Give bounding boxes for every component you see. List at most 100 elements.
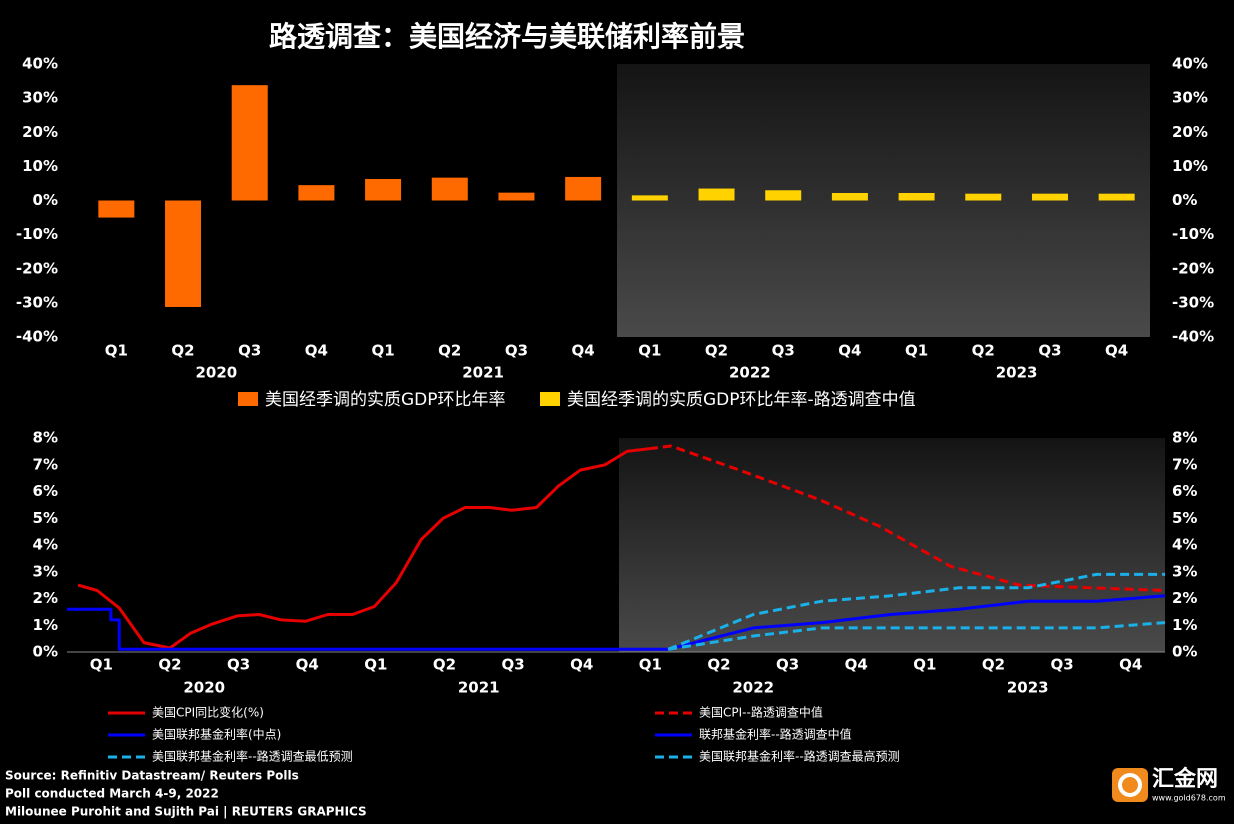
bar (431, 177, 468, 201)
bar (365, 179, 402, 201)
bar (1031, 193, 1068, 201)
chart-title: 路透调查：美国经济与美联储利率前景 (269, 20, 745, 53)
x-tick-label: Q1 (639, 656, 662, 674)
line-series (67, 607, 669, 651)
y-tick-label: 1% (33, 616, 58, 634)
bar (898, 192, 935, 201)
y-tick-label: 0% (33, 191, 58, 209)
y-tick-label: 6% (33, 482, 58, 500)
x-tick-label: Q3 (772, 342, 795, 360)
x-tick-label: Q2 (171, 342, 194, 360)
bar (698, 188, 735, 201)
y2-tick-label: 0% (1172, 643, 1197, 661)
line-series (648, 444, 1166, 592)
y2-tick-label: -10% (1172, 225, 1214, 243)
y2-tick-label: 3% (1172, 562, 1197, 580)
x-group-label: 2021 (462, 364, 504, 382)
y2-tick-label: 40% (1172, 55, 1208, 73)
y2-tick-label: -20% (1172, 259, 1214, 277)
x-group-label: 2022 (729, 364, 771, 382)
line-series (667, 621, 1166, 651)
logo-url: www.gold678.com (1152, 794, 1226, 803)
y2-tick-label: 2% (1172, 589, 1197, 607)
x-tick-label: Q4 (572, 342, 595, 360)
bar (765, 190, 802, 201)
bar (98, 200, 135, 218)
bar (831, 192, 868, 201)
y2-tick-label: 30% (1172, 89, 1208, 107)
line-series (77, 447, 650, 650)
y2-tick-label: 0% (1172, 191, 1197, 209)
x-tick-label: Q1 (371, 342, 394, 360)
y2-tick-label: 7% (1172, 455, 1197, 473)
x-tick-label: Q4 (305, 342, 328, 360)
y-tick-label: 20% (22, 123, 58, 141)
y-tick-label: -20% (16, 259, 58, 277)
y2-tick-label: 10% (1172, 157, 1208, 175)
x-tick-label: Q3 (776, 656, 799, 674)
y-tick-label: 10% (22, 157, 58, 175)
bar (565, 176, 602, 201)
legend-label: 美国联邦基金利率--路透调查最低预测 (152, 749, 353, 764)
y-tick-label: 3% (33, 562, 58, 580)
x-tick-label: Q3 (227, 656, 250, 674)
legend-swatch (540, 392, 560, 406)
x-year-label: 2023 (1007, 679, 1049, 697)
logo-icon (1112, 768, 1148, 802)
legend-label: 美国联邦基金利率(中点) (152, 727, 281, 742)
line-series (667, 594, 1166, 651)
y2-tick-label: 1% (1172, 616, 1197, 634)
legend-label: 美国联邦基金利率--路透调查最高预测 (699, 749, 900, 764)
x-tick-label: Q3 (1038, 342, 1061, 360)
x-tick-label: Q1 (364, 656, 387, 674)
x-group-label: 2023 (996, 364, 1038, 382)
x-tick-label: Q3 (238, 342, 261, 360)
x-tick-label: Q4 (845, 656, 868, 674)
line-series (667, 572, 1165, 651)
y2-tick-label: 5% (1172, 509, 1197, 527)
bar (631, 195, 668, 201)
bar (1098, 193, 1135, 201)
bar (165, 200, 202, 307)
forecast-shade (617, 64, 1150, 337)
y-tick-label: 0% (33, 643, 58, 661)
x-tick-label: Q2 (982, 656, 1005, 674)
x-tick-label: Q3 (501, 656, 524, 674)
forecast-shade (619, 438, 1165, 652)
y-tick-label: 5% (33, 509, 58, 527)
y-tick-label: -40% (16, 328, 58, 346)
x-tick-label: Q2 (707, 656, 730, 674)
legend-swatch (238, 392, 258, 406)
bar (498, 192, 535, 201)
logo-name: 汇金网 (1152, 766, 1218, 792)
y-tick-label: 2% (33, 589, 58, 607)
x-tick-label: Q2 (438, 342, 461, 360)
x-tick-label: Q1 (905, 342, 928, 360)
y-tick-label: 30% (22, 89, 58, 107)
x-tick-label: Q3 (1050, 656, 1073, 674)
y-tick-label: 40% (22, 55, 58, 73)
legend-label: 美国经季调的实质GDP环比年率-路透调查中值 (567, 390, 916, 410)
legend-label: 美国CPI--路透调查中值 (699, 705, 823, 720)
y2-tick-label: 4% (1172, 536, 1197, 554)
legend-label: 美国CPI同比变化(%) (152, 705, 264, 720)
legend-label: 美国经季调的实质GDP环比年率 (265, 390, 506, 410)
x-tick-label: Q2 (972, 342, 995, 360)
y2-tick-label: 20% (1172, 123, 1208, 141)
x-tick-label: Q2 (705, 342, 728, 360)
x-tick-label: Q1 (105, 342, 128, 360)
y-tick-label: 8% (33, 429, 58, 447)
x-tick-label: Q2 (158, 656, 181, 674)
bar (231, 85, 268, 201)
x-year-label: 2022 (732, 679, 774, 697)
x-tick-label: Q1 (638, 342, 661, 360)
x-tick-label: Q1 (90, 656, 113, 674)
x-tick-label: Q4 (296, 656, 319, 674)
x-year-label: 2021 (458, 679, 500, 697)
y-tick-label: 7% (33, 455, 58, 473)
y-tick-label: -30% (16, 293, 58, 311)
x-tick-label: Q2 (433, 656, 456, 674)
y2-tick-label: 6% (1172, 482, 1197, 500)
